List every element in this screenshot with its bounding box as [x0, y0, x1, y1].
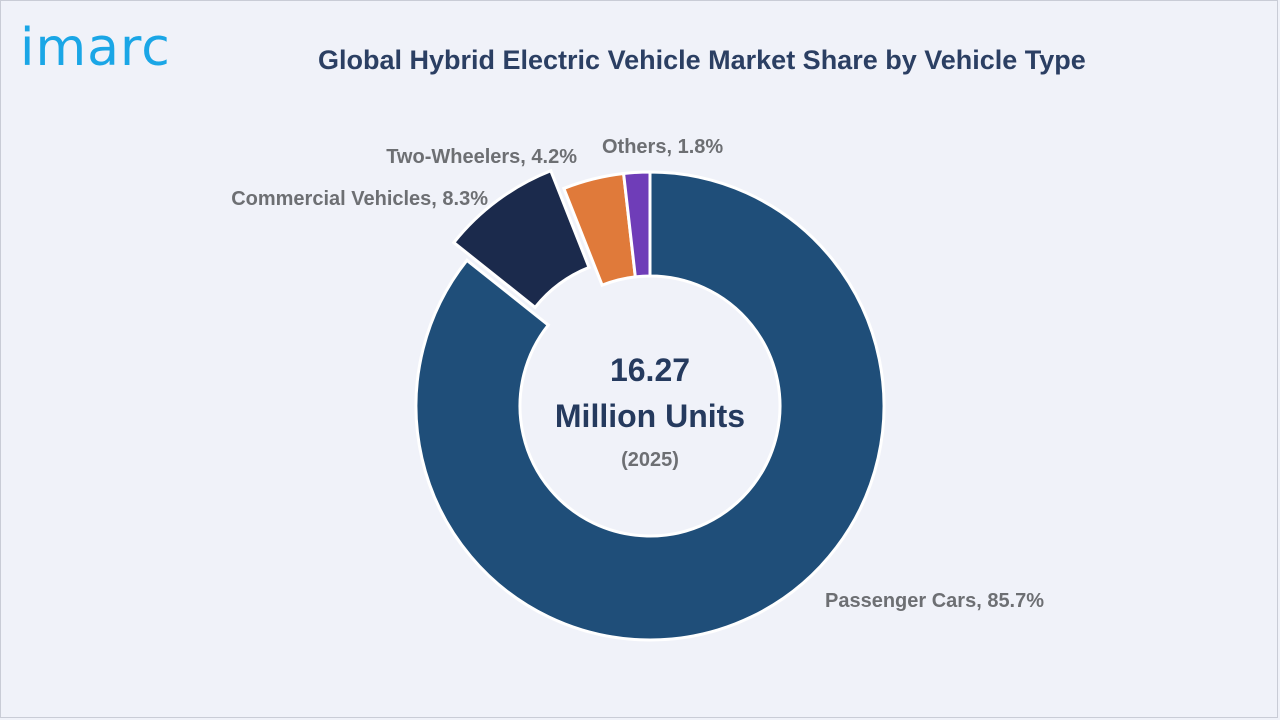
slice-label-0: Passenger Cars, 85.7% [825, 590, 1044, 612]
slice-label-1: Commercial Vehicles, 8.3% [231, 188, 488, 210]
center-value: 16.27 [610, 352, 690, 388]
center-unit: Million Units [555, 398, 745, 434]
slice-labels: Passenger Cars, 85.7% Commercial Vehicles… [231, 136, 1044, 612]
slice-1 [451, 168, 591, 310]
donut-slices [414, 168, 886, 642]
slice-label-3: Others, 1.8% [602, 136, 723, 158]
slice-3 [621, 170, 652, 279]
center-year: (2025) [621, 449, 679, 471]
slice-label-2: Two-Wheelers, 4.2% [386, 146, 577, 168]
slice-0 [414, 170, 886, 642]
chart-title: Global Hybrid Electric Vehicle Market Sh… [318, 45, 1086, 75]
imarc-logo: imarc [20, 18, 171, 78]
